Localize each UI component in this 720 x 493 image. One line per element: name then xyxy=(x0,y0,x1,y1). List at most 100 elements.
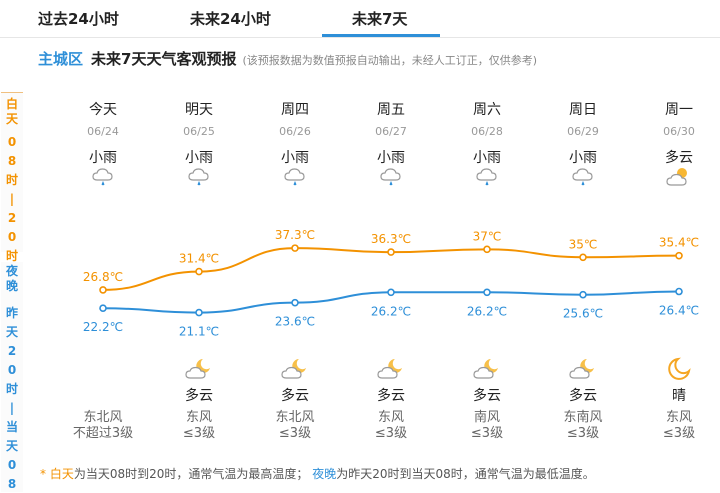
day-range-char: 8 xyxy=(7,154,17,168)
day-condition: 小雨 xyxy=(185,150,213,166)
day-weekday: 周一 xyxy=(665,102,693,118)
city-name: 主城区 xyxy=(38,50,84,68)
wind-level: 不超过3级 xyxy=(72,426,134,441)
day-condition: 小雨 xyxy=(377,150,405,166)
wind-level: ≤3级 xyxy=(662,426,696,441)
day-weekday: 周五 xyxy=(377,102,405,118)
wind-info: 东北风 不超过3级 xyxy=(63,410,143,442)
footer-night-text: 为昨天20时到当天08时，通常气温为最低温度。 xyxy=(336,467,595,481)
low-temp-point xyxy=(675,287,683,296)
high-temp-point xyxy=(291,244,299,252)
night-label: 夜晚 xyxy=(6,264,19,293)
wind-info: 东风 ≤3级 xyxy=(639,410,719,442)
night-condition: 多云 xyxy=(473,388,501,404)
night-range-char: 0 xyxy=(7,363,17,377)
tab-bar: 过去24小时 未来24小时 未来7天 xyxy=(0,0,720,38)
day-condition: 小雨 xyxy=(89,150,117,166)
night-range-char: 昨 xyxy=(5,306,18,320)
low-temp-label: 26.2℃ xyxy=(371,304,411,318)
wind-info: 东风 ≤3级 xyxy=(159,410,239,442)
rain-icon xyxy=(63,164,143,192)
day-range-char: 0 xyxy=(7,135,17,149)
cloudy-night-icon xyxy=(447,356,527,384)
day-date: 06/29 xyxy=(567,125,599,138)
wind-direction: 东北风 xyxy=(83,410,123,425)
wind-level: ≤3级 xyxy=(374,426,408,441)
night-condition: 晴 xyxy=(672,388,686,404)
high-temp-label: 37.3℃ xyxy=(275,228,315,242)
night-range-char: 当 xyxy=(5,420,18,434)
low-temp-point xyxy=(483,288,491,297)
page-title: 未来7天天气客观预报 xyxy=(91,50,237,68)
high-temp-label: 26.8℃ xyxy=(83,270,123,284)
rain-icon xyxy=(447,164,527,192)
day-label: 白天 xyxy=(6,97,19,126)
night-condition: 多云 xyxy=(569,388,597,404)
night-condition: 多云 xyxy=(185,388,213,404)
day-period-label: 白天 0 8 时 | 2 0 时 xyxy=(1,92,23,263)
partly-cloudy-icon xyxy=(639,164,719,192)
day-date: 06/25 xyxy=(183,125,215,138)
rain-icon xyxy=(159,164,239,192)
wind-direction: 东北风 xyxy=(275,410,315,425)
wind-direction: 东风 xyxy=(377,410,404,425)
day-range-char: 时 xyxy=(5,249,18,263)
wind-info: 东风 ≤3级 xyxy=(351,410,431,442)
footer-night-word: 夜晚 xyxy=(312,467,337,481)
high-temp-point xyxy=(483,245,491,254)
day-date: 06/28 xyxy=(471,125,503,138)
low-temp-label: 25.6℃ xyxy=(563,307,603,321)
low-temp-point xyxy=(579,290,587,299)
day-range-char: 2 xyxy=(7,211,17,225)
high-temp-label: 35℃ xyxy=(569,237,598,251)
low-temp-point xyxy=(387,288,395,297)
day-weekday: 周四 xyxy=(281,102,309,118)
day-date: 06/24 xyxy=(87,125,119,138)
day-weekday: 今天 xyxy=(89,102,117,118)
low-temp-label: 23.6℃ xyxy=(275,315,315,329)
high-temp-point xyxy=(387,248,395,256)
day-range-label: 0 8 时 | 2 0 时 xyxy=(1,133,23,266)
high-temp-label: 37℃ xyxy=(473,229,502,243)
footer-day-text: 为当天08时到20时，通常气温为最高温度； xyxy=(73,467,309,481)
wind-info: 东南风 ≤3级 xyxy=(543,410,623,442)
night-range-char: 时 xyxy=(5,382,18,396)
wind-level: ≤3级 xyxy=(278,426,312,441)
day-condition: 小雨 xyxy=(569,150,597,166)
high-temp-point xyxy=(579,253,587,262)
forecast-header: 主城区 未来7天天气客观预报 (该预报数据为数值预报自动输出，未经人工订正，仅供参考… xyxy=(38,48,537,72)
low-temp-point xyxy=(291,298,299,307)
day-condition: 小雨 xyxy=(281,150,309,166)
day-weekday: 周日 xyxy=(569,102,597,118)
wind-direction: 东南风 xyxy=(563,410,603,425)
disclaimer-note: (该预报数据为数值预报自动输出，未经人工订正，仅供参考) xyxy=(242,54,538,67)
night-condition: 多云 xyxy=(281,388,309,404)
low-temp-label: 22.2℃ xyxy=(83,320,123,334)
tab-next-24h[interactable]: 未来24小时 xyxy=(190,10,271,28)
wind-direction: 南风 xyxy=(473,410,500,425)
tab-next-7d[interactable]: 未来7天 xyxy=(352,10,408,28)
night-range-char: 天 xyxy=(5,325,18,339)
wind-direction: 东风 xyxy=(185,410,212,425)
day-condition: 多云 xyxy=(665,150,693,166)
low-temp-label: 26.4℃ xyxy=(659,304,699,318)
low-temp-point xyxy=(195,308,203,317)
footer-day-word: 白天 xyxy=(49,467,74,481)
high-temp-point xyxy=(99,286,107,294)
rain-icon xyxy=(543,164,623,192)
wind-level: ≤3级 xyxy=(470,426,504,441)
night-condition: 多云 xyxy=(377,388,405,404)
wind-level: ≤3级 xyxy=(566,426,600,441)
low-temp-label: 26.2℃ xyxy=(467,304,507,318)
day-weekday: 周六 xyxy=(473,102,501,118)
footer-star: * xyxy=(40,467,50,481)
tab-past-24h[interactable]: 过去24小时 xyxy=(38,10,119,28)
wind-direction: 东风 xyxy=(665,410,692,425)
night-period-label: 夜晚 昨天20时|当天08时 xyxy=(1,262,23,492)
high-temp-label: 31.4℃ xyxy=(179,252,219,266)
night-range-char: 8 xyxy=(7,477,17,491)
cloudy-night-icon xyxy=(159,356,239,384)
high-temp-point xyxy=(195,267,203,276)
cloudy-night-icon xyxy=(543,356,623,384)
